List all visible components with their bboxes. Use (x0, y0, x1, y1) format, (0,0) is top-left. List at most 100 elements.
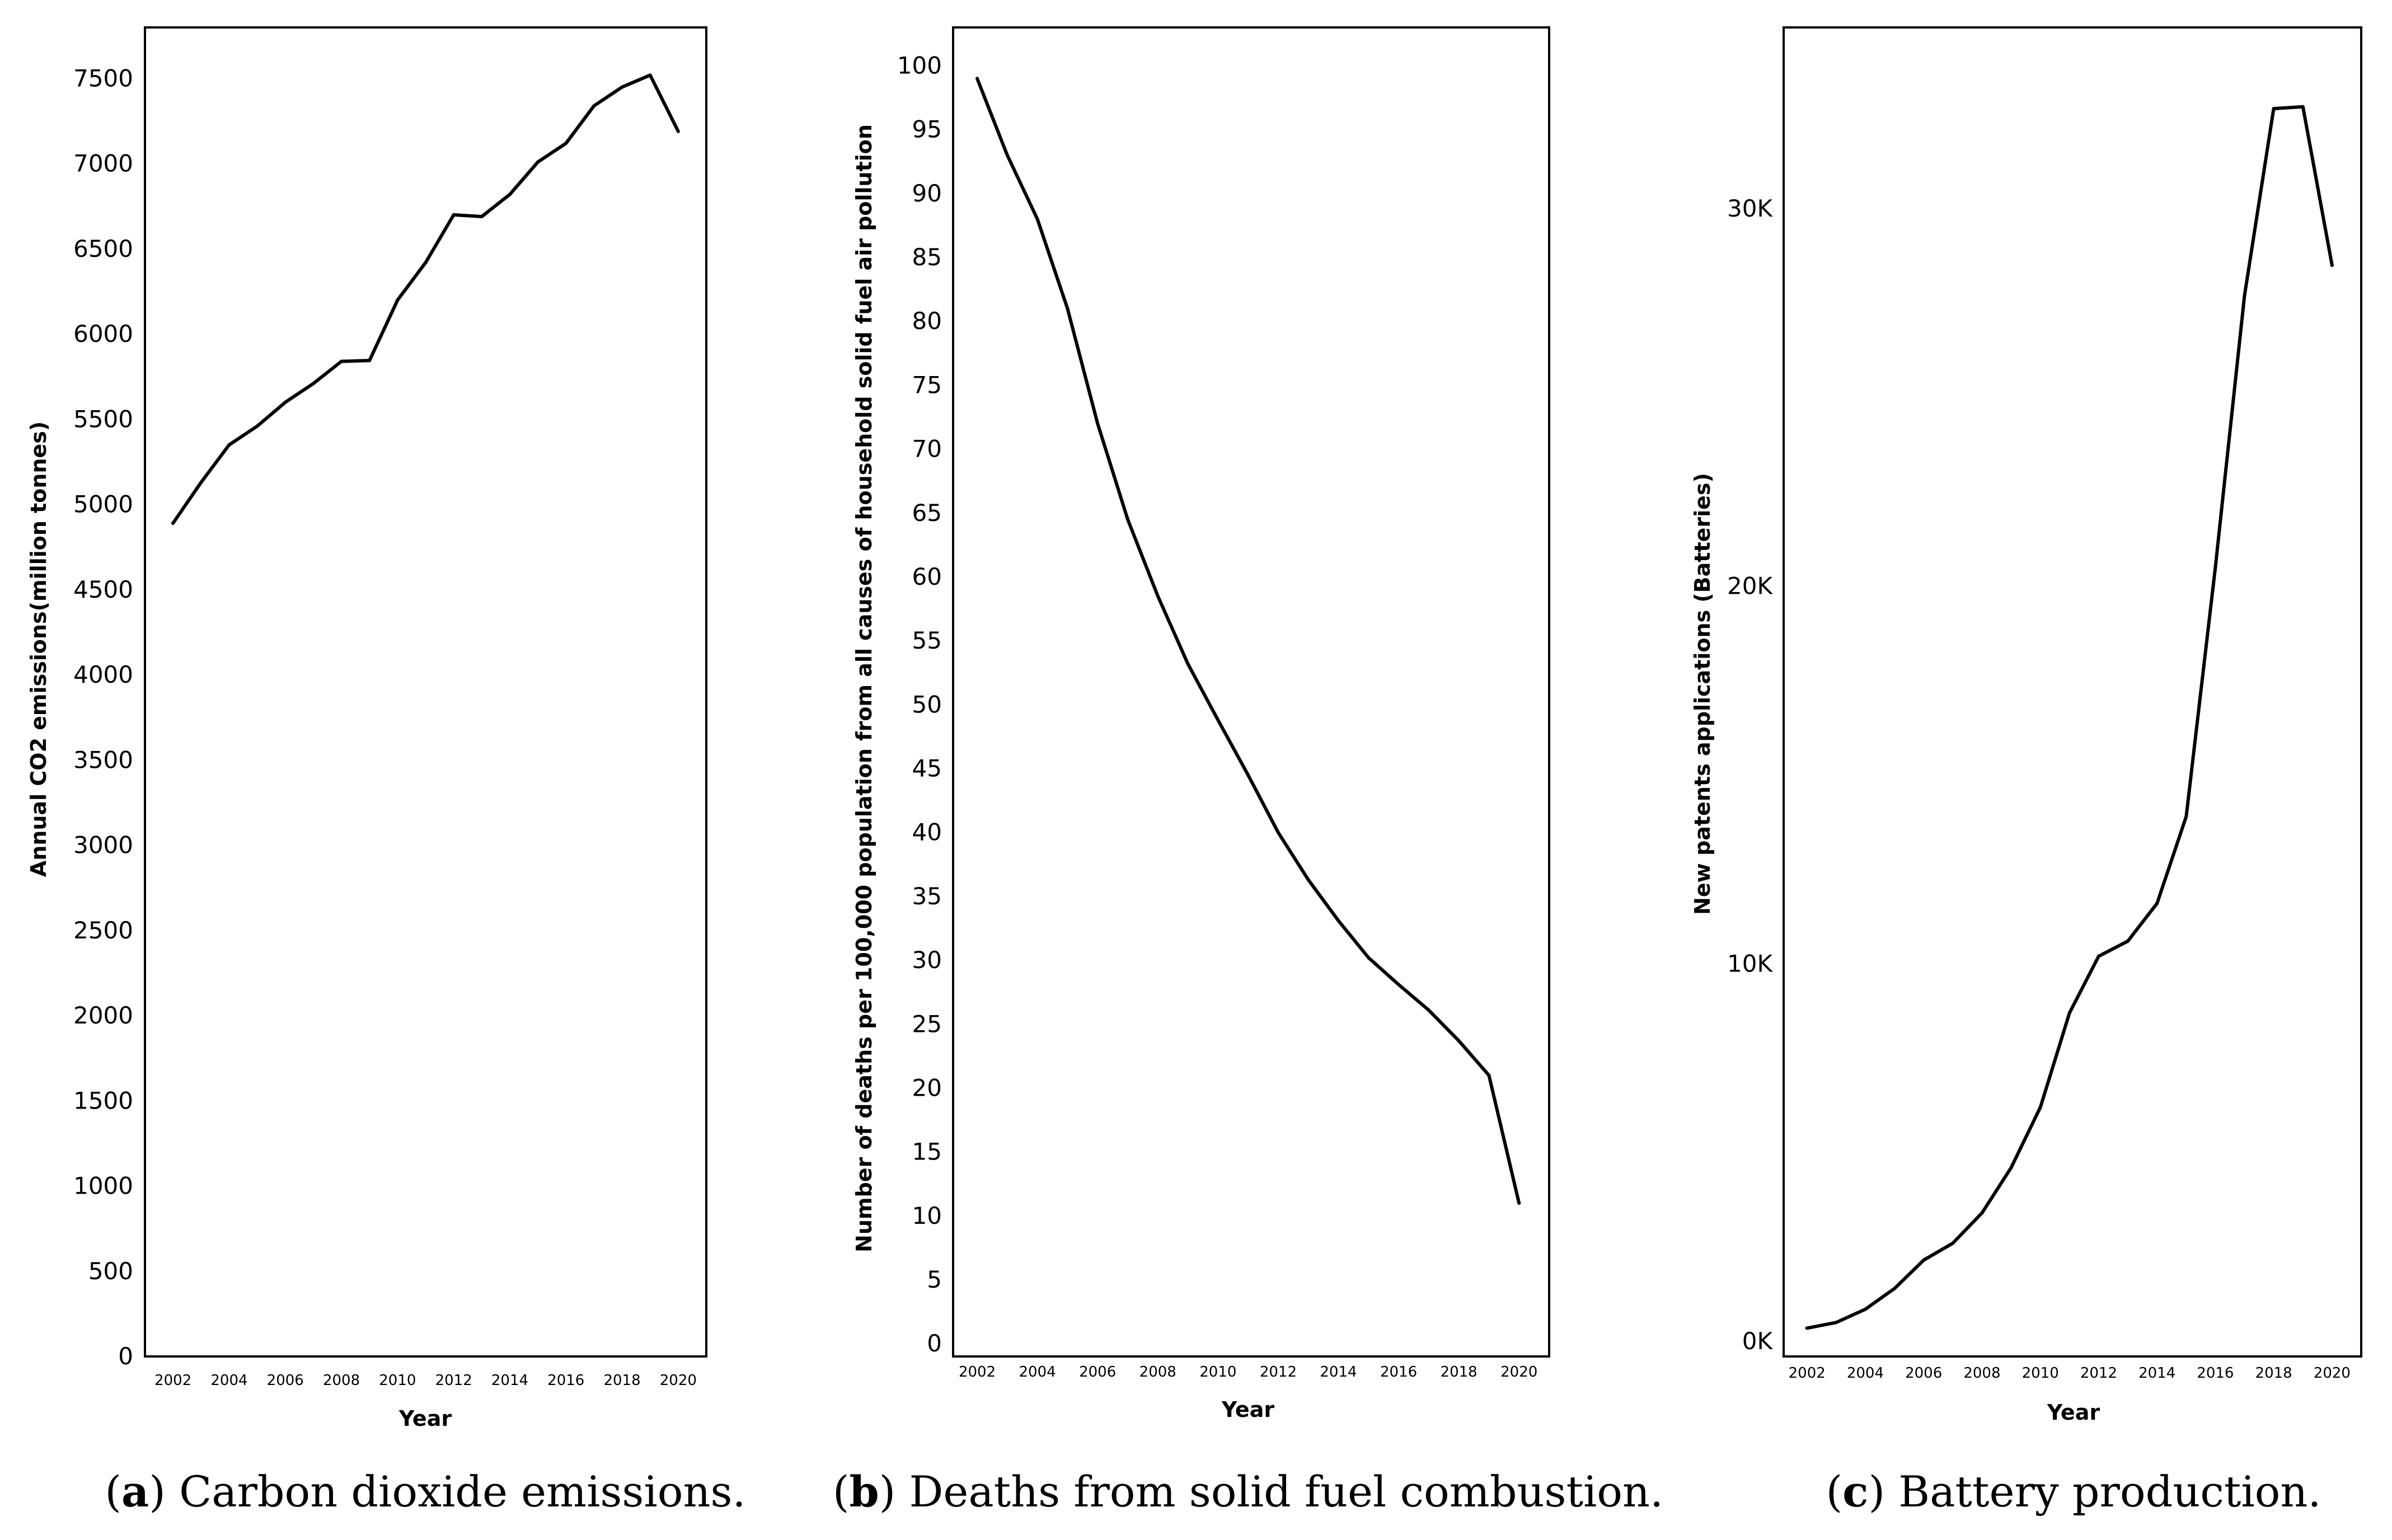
data-point (1125, 518, 1129, 522)
data-point (1863, 1307, 1867, 1311)
x-tick-label: 2018 (1441, 1364, 1478, 1381)
data-point (620, 85, 624, 89)
data-point (648, 73, 652, 77)
data-point (1216, 718, 1220, 722)
x-tick-label: 2016 (547, 1372, 584, 1389)
caption-text-b: ) Deaths from solid fuel combustion. (879, 1467, 1664, 1516)
x-tick-label: 2006 (1079, 1364, 1116, 1381)
y-tick-label: 0 (927, 1330, 942, 1357)
x-tick-label: 2002 (959, 1364, 996, 1381)
data-point (255, 424, 259, 428)
y-tick-label: 4500 (73, 576, 133, 603)
data-point (1096, 421, 1100, 425)
data-point (2038, 1105, 2042, 1109)
y-tick-label: 100 (897, 52, 942, 79)
caption-letter-b: b (850, 1467, 879, 1516)
data-point (171, 522, 175, 525)
data-point (1005, 153, 1009, 157)
x-tick-labels-c: 2002 2004 2006 2008 2010 2012 2014 2016 2018 2020 (1789, 1365, 2351, 1382)
x-tick-label: 2010 (379, 1372, 416, 1389)
caption-letter-a: a (121, 1467, 149, 1516)
data-point (2330, 264, 2334, 267)
data-point (2272, 107, 2276, 111)
x-tick-label: 2016 (1380, 1364, 1417, 1381)
series-line-c (1805, 105, 2334, 1330)
x-tick-label: 2012 (2080, 1365, 2117, 1382)
x-tick-label: 2002 (154, 1372, 191, 1389)
data-point (424, 261, 428, 265)
y-tick-label: 1000 (73, 1172, 133, 1200)
data-points-a (171, 73, 680, 525)
x-tick-labels-b: 2002 2004 2006 2008 2010 2012 2014 2016 2018 2020 (959, 1364, 1537, 1381)
data-point (1035, 217, 1039, 221)
y-tick-label: 50 (912, 691, 942, 718)
data-point (452, 213, 456, 217)
data-point (1922, 1258, 1926, 1262)
y-tick-label: 3500 (73, 746, 133, 773)
data-point (2126, 939, 2130, 943)
y-tick-label: 0K (1742, 1327, 1774, 1355)
plot-frame-a (144, 26, 707, 1358)
panel-a: 0 500 1000 1500 2000 2500 3000 3500 4000 4500 5000… (26, 26, 746, 1516)
y-tick-label: 6000 (73, 320, 133, 348)
y-tick-label: 40 (912, 819, 942, 846)
data-point (1951, 1241, 1955, 1245)
y-tick-label: 30 (912, 946, 942, 974)
data-point (1834, 1321, 1838, 1325)
y-tick-label: 95 (912, 116, 942, 143)
y-axis-title-a: Annual CO2 emissions(million tonnes) (26, 421, 51, 877)
y-tick-label: 75 (912, 371, 942, 398)
data-point (1186, 662, 1190, 666)
data-point (2096, 954, 2100, 958)
data-points-b (975, 77, 1521, 1205)
data-point (396, 298, 400, 302)
x-tick-label: 2004 (1019, 1364, 1056, 1381)
caption-b: (b) Deaths from solid fuel combustion. (833, 1467, 1663, 1516)
x-axis-title-b: Year (1221, 1397, 1274, 1422)
y-tick-label: 70 (912, 435, 942, 463)
data-point (199, 480, 203, 484)
y-tick-label: 45 (912, 755, 942, 782)
data-point (1517, 1201, 1521, 1205)
y-tick-label: 5500 (73, 405, 133, 433)
y-tick-label: 25 (912, 1010, 942, 1037)
data-point (1156, 594, 1160, 598)
series-line-a (171, 73, 680, 525)
y-tick-label: 55 (912, 627, 942, 654)
data-point (1066, 307, 1070, 311)
y-tick-label: 2500 (73, 917, 133, 944)
y-tick-labels-a: 0 500 1000 1500 2000 2500 3000 3500 4000 4500 5000… (73, 64, 133, 1370)
series-line-b (975, 77, 1521, 1205)
y-tick-label: 60 (912, 563, 942, 590)
data-point (368, 359, 372, 363)
y-tick-label: 4000 (73, 661, 133, 688)
x-tick-label: 2002 (1789, 1365, 1826, 1382)
data-point (1893, 1287, 1897, 1290)
x-tick-label: 2020 (1500, 1364, 1537, 1381)
caption-a: (a) Carbon dioxide emissions. (105, 1467, 745, 1516)
data-point (227, 443, 231, 447)
y-tick-label: 85 (912, 243, 942, 271)
y-tick-label: 20K (1727, 572, 1773, 600)
data-point (1276, 830, 1280, 834)
y-tick-label: 35 (912, 882, 942, 910)
x-tick-label: 2008 (1963, 1365, 2000, 1382)
x-tick-label: 2018 (603, 1372, 640, 1389)
data-point (975, 77, 979, 81)
data-point (1397, 983, 1401, 987)
x-tick-label: 2006 (1905, 1365, 1942, 1382)
x-tick-label: 2008 (323, 1372, 360, 1389)
y-tick-labels-c: 0K 10K 20K 30K (1727, 195, 1773, 1355)
y-tick-label: 5 (927, 1266, 942, 1293)
y-tick-label: 500 (88, 1257, 133, 1285)
y-tick-label: 80 (912, 307, 942, 335)
data-point (480, 214, 484, 218)
caption-c: (c) Battery production. (1826, 1467, 2321, 1516)
y-tick-label: 7500 (73, 64, 133, 92)
y-axis-title-b: Number of deaths per 100,000 population … (852, 124, 876, 1252)
data-point (1306, 878, 1310, 882)
data-point (2155, 902, 2159, 905)
y-tick-label: 7000 (73, 150, 133, 177)
caption-text-c: ) Battery production. (1868, 1467, 2321, 1516)
